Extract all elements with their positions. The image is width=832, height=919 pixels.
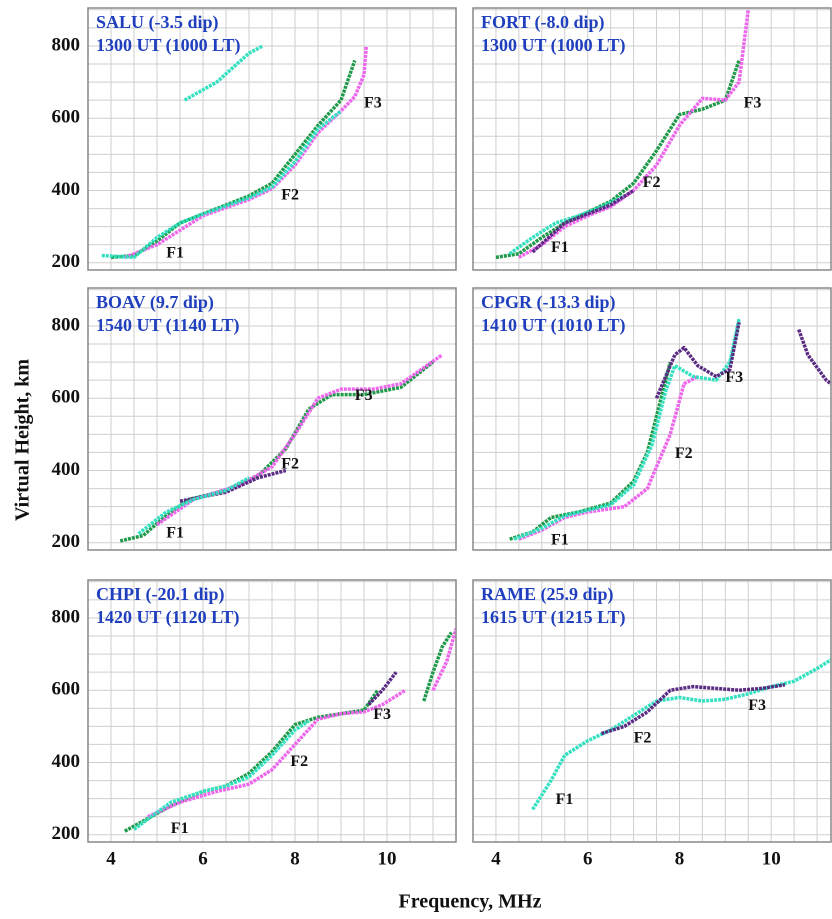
- x-tick-label: 8: [290, 848, 300, 869]
- annotation: F3: [748, 697, 766, 714]
- panel-subtitle: 1420 UT (1120 LT): [96, 607, 240, 628]
- y-tick-label: 600: [52, 107, 81, 128]
- y-tick-label: 600: [52, 387, 81, 408]
- panel-frame: [472, 579, 832, 843]
- x-tick-label: 4: [491, 848, 501, 869]
- annotation: F3: [355, 387, 373, 404]
- panel-title: BOAV (9.7 dip): [96, 292, 214, 313]
- panel-subtitle: 1615 UT (1215 LT): [481, 607, 626, 628]
- panel-frame: [87, 287, 457, 551]
- trace: [110, 59, 357, 260]
- trace: [600, 683, 786, 736]
- y-tick-label: 800: [52, 34, 81, 55]
- trace: [183, 44, 264, 102]
- panel: F1 F2 F3: [88, 8, 456, 270]
- annotation: F2: [634, 730, 652, 747]
- annotation: F3: [725, 369, 743, 386]
- trace: [518, 374, 699, 541]
- x-tick-label: 4: [106, 848, 116, 869]
- panel-subtitle: 1410 UT (1010 LT): [481, 315, 626, 336]
- trace: [132, 719, 310, 831]
- x-axis-title: Frequency, MHz: [399, 891, 542, 913]
- trace: [147, 688, 407, 819]
- annotation: F3: [364, 94, 382, 111]
- trace: [124, 45, 369, 259]
- trace: [531, 189, 635, 254]
- panel: F1 F2 F3: [473, 580, 831, 842]
- y-tick-label: 800: [52, 314, 81, 335]
- annotation: F2: [643, 174, 661, 191]
- trace: [508, 194, 626, 256]
- annotation: F3: [373, 706, 391, 723]
- panel-title: RAME (25.9 dip): [481, 584, 614, 605]
- annotation: F1: [166, 244, 184, 261]
- annotation: F1: [171, 820, 189, 837]
- annotation: F2: [675, 445, 693, 462]
- trace: [518, 9, 750, 259]
- trace: [531, 657, 831, 811]
- x-tick-label: 10: [378, 848, 397, 869]
- y-tick-label: 400: [52, 751, 81, 772]
- annotation: F1: [551, 239, 569, 256]
- panel-frame: [472, 287, 832, 551]
- panel-title: CPGR (-13.3 dip): [481, 292, 616, 313]
- panel-subtitle: 1300 UT (1000 LT): [481, 35, 626, 56]
- trace: [797, 328, 831, 387]
- annotation: F2: [281, 187, 299, 204]
- y-tick-label: 800: [52, 606, 81, 627]
- panel-title: FORT (-8.0 dip): [481, 12, 605, 33]
- panel: F1 F2 F3: [88, 288, 456, 550]
- panel: F1 F2 F3: [88, 580, 456, 842]
- x-tick-label: 10: [762, 848, 781, 869]
- panel-title: CHPI (-20.1 dip): [96, 584, 225, 605]
- y-tick-label: 400: [52, 179, 81, 200]
- y-tick-label: 200: [52, 251, 81, 272]
- trace: [513, 318, 741, 541]
- y-tick-label: 200: [52, 823, 81, 844]
- annotation: F3: [744, 94, 762, 111]
- panel: F1 F2 F3: [473, 288, 831, 550]
- trace: [367, 671, 398, 706]
- x-tick-label: 6: [583, 848, 593, 869]
- x-tick-label: 8: [675, 848, 685, 869]
- panel-subtitle: 1540 UT (1140 LT): [96, 315, 240, 336]
- annotation: F1: [551, 532, 569, 549]
- y-tick-label: 200: [52, 531, 81, 552]
- y-axis-title: Virtual Height, km: [12, 359, 34, 521]
- trace: [137, 476, 250, 536]
- trace: [179, 468, 287, 503]
- trace: [495, 59, 741, 260]
- panel-frame: [87, 579, 457, 843]
- trace: [431, 628, 456, 691]
- x-tick-label: 6: [198, 848, 208, 869]
- y-tick-label: 400: [52, 459, 81, 480]
- panel-title: SALU (-3.5 dip): [96, 12, 219, 33]
- y-tick-label: 600: [52, 679, 81, 700]
- annotation: F2: [281, 456, 299, 473]
- panel-subtitle: 1300 UT (1000 LT): [96, 35, 241, 56]
- panel-frame: [472, 7, 832, 271]
- annotation: F1: [166, 524, 184, 541]
- annotation: F2: [290, 753, 308, 770]
- trace: [422, 631, 453, 702]
- trace: [101, 109, 343, 260]
- annotation: F1: [556, 791, 574, 808]
- trace: [654, 321, 741, 399]
- panel-frame: [87, 7, 457, 271]
- panel: F1 F2 F3: [473, 8, 831, 270]
- trace: [119, 360, 435, 543]
